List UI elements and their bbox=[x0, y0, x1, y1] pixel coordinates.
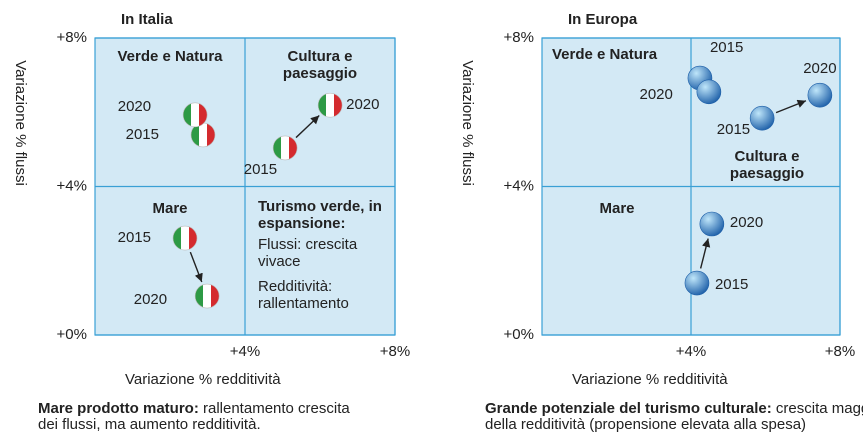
y-axis-label: Variazione % flussi bbox=[459, 60, 476, 186]
note: Flussi: crescita vivace bbox=[258, 236, 358, 270]
caption: Grande potenziale del turismo culturale:… bbox=[485, 401, 863, 433]
series-label: Mare bbox=[599, 200, 635, 217]
point-label: 2020 bbox=[118, 98, 151, 115]
x-tick-label: +8% bbox=[825, 343, 855, 360]
y-tick-label: +0% bbox=[57, 326, 87, 343]
point-label: 2020 bbox=[346, 96, 379, 113]
arrow bbox=[699, 238, 711, 269]
arrow bbox=[295, 115, 320, 139]
marker bbox=[749, 105, 775, 131]
caption-bold: Mare prodotto maturo: bbox=[38, 400, 199, 417]
marker bbox=[182, 102, 208, 128]
series-label: Verde e Natura bbox=[552, 46, 658, 63]
marker bbox=[317, 92, 343, 118]
x-tick-label: +4% bbox=[676, 343, 706, 360]
y-tick-label: +4% bbox=[504, 177, 534, 194]
series-label: Verde e Natura bbox=[117, 48, 223, 65]
marker bbox=[699, 211, 725, 237]
caption-text: rallentamento crescita dei flussi, ma au… bbox=[38, 400, 350, 433]
arrow bbox=[189, 251, 203, 283]
caption-bold: Grande potenziale del turismo culturale: bbox=[485, 400, 772, 417]
note: Turismo verde, in espansione: bbox=[258, 198, 382, 232]
y-tick-label: +4% bbox=[57, 177, 87, 194]
point-label: 2015 bbox=[244, 161, 277, 178]
x-tick-label: +8% bbox=[380, 343, 410, 360]
caption-text: crescita maggiore della redditività (pro… bbox=[485, 400, 863, 433]
point-label: 2015 bbox=[717, 121, 750, 138]
marker bbox=[272, 135, 298, 161]
point-label: 2015 bbox=[715, 276, 748, 293]
marker bbox=[696, 79, 722, 105]
y-tick-label: +8% bbox=[504, 29, 534, 46]
series-label: Mare bbox=[152, 200, 188, 217]
x-tick-label: +4% bbox=[230, 343, 260, 360]
marker bbox=[172, 225, 198, 251]
point-label: 2020 bbox=[640, 86, 673, 103]
x-axis-label: Variazione % redditività bbox=[572, 371, 728, 388]
y-tick-label: +8% bbox=[57, 29, 87, 46]
marker bbox=[807, 82, 833, 108]
point-label: 2015 bbox=[710, 39, 743, 56]
arrow bbox=[775, 99, 807, 114]
chart-title: In Europa bbox=[568, 11, 638, 28]
series-label: Cultura e paesaggio bbox=[729, 148, 805, 182]
y-axis-label: Variazione % flussi bbox=[12, 60, 29, 186]
series-label: Cultura e paesaggio bbox=[282, 48, 358, 82]
point-label: 2020 bbox=[803, 60, 836, 77]
point-label: 2015 bbox=[118, 229, 151, 246]
chart-title: In Italia bbox=[121, 11, 173, 28]
caption: Mare prodotto maturo: rallentamento cres… bbox=[38, 401, 368, 433]
marker bbox=[684, 270, 710, 296]
marker bbox=[194, 283, 220, 309]
note: Redditività: rallentamento bbox=[258, 278, 349, 312]
point-label: 2015 bbox=[126, 126, 159, 143]
point-label: 2020 bbox=[134, 291, 167, 308]
y-tick-label: +0% bbox=[504, 326, 534, 343]
point-label: 2020 bbox=[730, 214, 763, 231]
x-axis-label: Variazione % redditività bbox=[125, 371, 281, 388]
